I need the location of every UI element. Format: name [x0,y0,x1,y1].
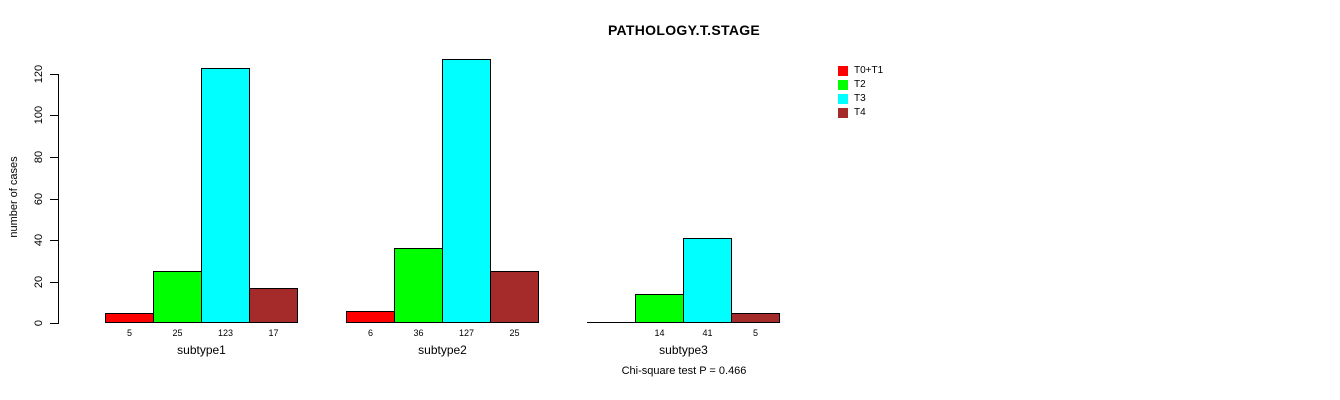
bar-value-label: 17 [268,328,279,338]
y-tick [50,157,59,158]
legend: T0+T1 T2 T3 T4 [838,64,883,120]
bar-value-label: 5 [752,328,758,338]
chart-title: PATHOLOGY.T.STAGE [607,22,761,38]
bar-value-label: 5 [126,328,132,338]
y-tick-label: 100 [33,105,45,125]
bar-value-label: 41 [702,328,713,338]
bar-value-label: 6 [367,328,373,338]
y-tick-label: 20 [33,275,45,289]
legend-label: T3 [854,93,866,104]
bar-subtype1-T2 [153,271,202,323]
chi-square-annotation: Chi-square test P = 0.466 [621,365,747,377]
bar-value-label: 25 [509,328,520,338]
legend-label: T4 [854,107,866,118]
y-tick-label: 80 [33,150,45,164]
bar-value-label: 14 [654,328,665,338]
y-tick-label: 120 [33,64,45,84]
legend-item: T2 [838,78,883,92]
bar-subtype2-T4 [490,271,539,323]
bar-subtype2-T2 [394,248,443,323]
y-tick [50,323,59,324]
category-label-subtype1: subtype1 [177,343,226,357]
legend-item: T3 [838,92,883,106]
bar-subtype1-T4 [249,288,298,323]
y-tick [50,240,59,241]
legend-swatch-icon [838,66,848,76]
y-tick [50,74,59,75]
legend-label: T0+T1 [854,65,884,76]
bar-subtype1-T0+T1 [105,313,154,323]
bar-value-label: 123 [217,328,234,338]
y-tick [50,199,59,200]
y-tick-label: 60 [33,192,45,206]
bar-subtype3-T4 [731,313,780,323]
category-label-subtype3: subtype3 [659,343,708,357]
y-tick [50,282,59,283]
y-tick-label: 0 [33,319,45,327]
category-label-subtype2: subtype2 [418,343,467,357]
bar-subtype3-T0+T1-zero [587,322,636,323]
bar-subtype2-T0+T1 [346,311,395,323]
bar-subtype2-T3 [442,59,491,323]
legend-item: T4 [838,106,883,120]
bar-subtype3-T2 [635,294,684,323]
legend-item: T0+T1 [838,64,883,78]
legend-swatch-icon [838,94,848,104]
bar-value-label: 25 [172,328,183,338]
legend-label: T2 [854,79,866,90]
bar-subtype3-T3 [683,238,732,323]
y-tick [50,115,59,116]
bar-value-label: 127 [458,328,475,338]
legend-swatch-icon [838,80,848,90]
bar-value-label: 36 [413,328,424,338]
y-tick-label: 40 [33,233,45,247]
legend-swatch-icon [838,108,848,118]
bar-subtype1-T3 [201,68,250,323]
